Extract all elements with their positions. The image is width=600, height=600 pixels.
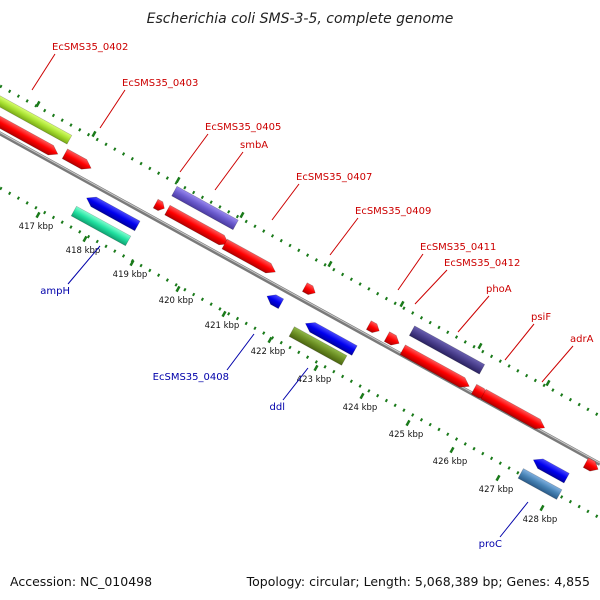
gene-label-plus: EcSMS35_0412 [444, 258, 520, 269]
gene-label-plus: EcSMS35_0409 [355, 206, 431, 217]
callout-line-plus [457, 295, 490, 333]
tick-label: 422 kbp [251, 347, 286, 357]
feature-ecsms35-0405 [171, 185, 239, 231]
cds-small-0404 [152, 198, 165, 211]
outer-major-tick [35, 100, 41, 108]
outer-major-tick [175, 176, 181, 184]
gene-label-minus: EcSMS35_0408 [153, 372, 229, 383]
gene-proC [532, 458, 570, 484]
callout-line-plus [271, 183, 300, 221]
inner-tick-ring [0, 186, 600, 520]
outer-major-tick [399, 300, 405, 308]
gene-labels: EcSMS35_0402 EcSMS35_0403 EcSMS35_0405 smbA… [40, 42, 593, 550]
gene-label-plus: EcSMS35_0407 [296, 172, 372, 183]
feature-layer [0, 91, 599, 500]
inner-major-tick [129, 259, 135, 267]
accession-text: Accession: NC_010498 [10, 574, 152, 589]
callout-line-plus [397, 253, 424, 291]
cds-ecsms35-0407 [221, 238, 276, 274]
gene-ampH [86, 196, 141, 232]
tick-label: 417 kbp [19, 222, 54, 232]
callout-line-plus [541, 345, 574, 383]
inner-major-tick [313, 364, 319, 372]
gene-ecsms35-0408 [266, 294, 285, 310]
callout-line-plus [179, 133, 209, 173]
gene-label-plus: psiF [531, 312, 551, 323]
cds-adrA [480, 388, 546, 430]
tick-labels: 417 kbp 418 kbp 419 kbp 420 kbp 421 kbp 422 k… [19, 222, 558, 525]
gene-label-plus: adrA [570, 334, 594, 345]
outer-major-tick [327, 260, 333, 268]
inner-major-tick [35, 211, 41, 219]
gene-label-plus: EcSMS35_0403 [122, 78, 198, 89]
cds-ecsms35-0411 [383, 331, 400, 346]
callout-lines [31, 53, 574, 538]
cds-phoA [399, 344, 470, 388]
tick-label: 420 kbp [159, 296, 194, 306]
cds-edge [582, 457, 599, 472]
callout-line-plus [214, 151, 244, 191]
cds-small-0409 [301, 282, 316, 295]
gene-label-plus: phoA [486, 284, 512, 295]
feature-proC [517, 468, 563, 500]
outer-major-tick [477, 342, 483, 350]
callout-line-minus [67, 245, 101, 285]
inner-dotted-ring [0, 186, 600, 520]
outer-dotted-ring [0, 84, 600, 418]
callout-line-minus [226, 333, 255, 371]
callout-line-plus [99, 89, 126, 129]
inner-major-tick [405, 419, 411, 427]
outer-major-tick [545, 379, 551, 387]
tick-label: 428 kbp [523, 515, 558, 525]
tick-label: 423 kbp [297, 375, 332, 385]
gene-ddl [305, 322, 358, 356]
genome-track: 417 kbp 418 kbp 419 kbp 420 kbp 421 kbp 422 k… [0, 42, 600, 550]
map-title: Escherichia coli SMS-3-5, complete genom… [147, 11, 454, 27]
gene-label-plus: smbA [240, 140, 268, 151]
inner-major-tick [267, 336, 273, 344]
inner-major-tick [221, 310, 227, 318]
callout-line-minus [499, 501, 529, 538]
feature-phoA [408, 325, 486, 375]
tick-label: 419 kbp [113, 270, 148, 280]
outer-tick-ring [0, 84, 600, 418]
tick-label: 418 kbp [66, 246, 101, 256]
feature-ddl [288, 326, 348, 366]
inner-major-tick [82, 235, 88, 243]
cds-smbA [164, 204, 230, 246]
inner-major-tick [175, 285, 181, 293]
outer-major-tick [91, 130, 97, 138]
tick-label: 427 kbp [479, 485, 514, 495]
lime-feature-ecsms35-0402 [0, 91, 73, 145]
inner-major-tick [539, 504, 545, 512]
outer-major-tick [239, 211, 245, 219]
callout-line-plus [329, 217, 359, 256]
callout-line-plus [504, 323, 535, 361]
gene-label-plus: EcSMS35_0411 [420, 242, 496, 253]
gene-label-minus: ddl [270, 402, 285, 413]
tick-label: 426 kbp [433, 457, 468, 467]
cds-ecsms35-0403 [61, 148, 92, 170]
inner-major-tick [449, 446, 455, 454]
inner-major-tick [495, 474, 501, 482]
gene-label-minus: proC [479, 539, 502, 550]
cds-small-0410 [365, 320, 380, 333]
gene-label-minus: ampH [40, 286, 70, 297]
inner-major-tick [359, 392, 365, 400]
tick-label: 424 kbp [343, 403, 378, 413]
callout-line-plus [31, 53, 56, 91]
callout-line-minus [282, 367, 309, 401]
feature-ampH [70, 205, 132, 247]
tick-label: 421 kbp [205, 321, 240, 331]
callout-line-plus [414, 269, 448, 305]
topology-text: Topology: circular; Length: 5,068,389 bp… [246, 574, 590, 589]
gene-label-plus: EcSMS35_0402 [52, 42, 128, 53]
tick-label: 425 kbp [389, 430, 424, 440]
gene-label-plus: EcSMS35_0405 [205, 122, 281, 133]
cds-ecsms35-0402 [0, 112, 59, 156]
